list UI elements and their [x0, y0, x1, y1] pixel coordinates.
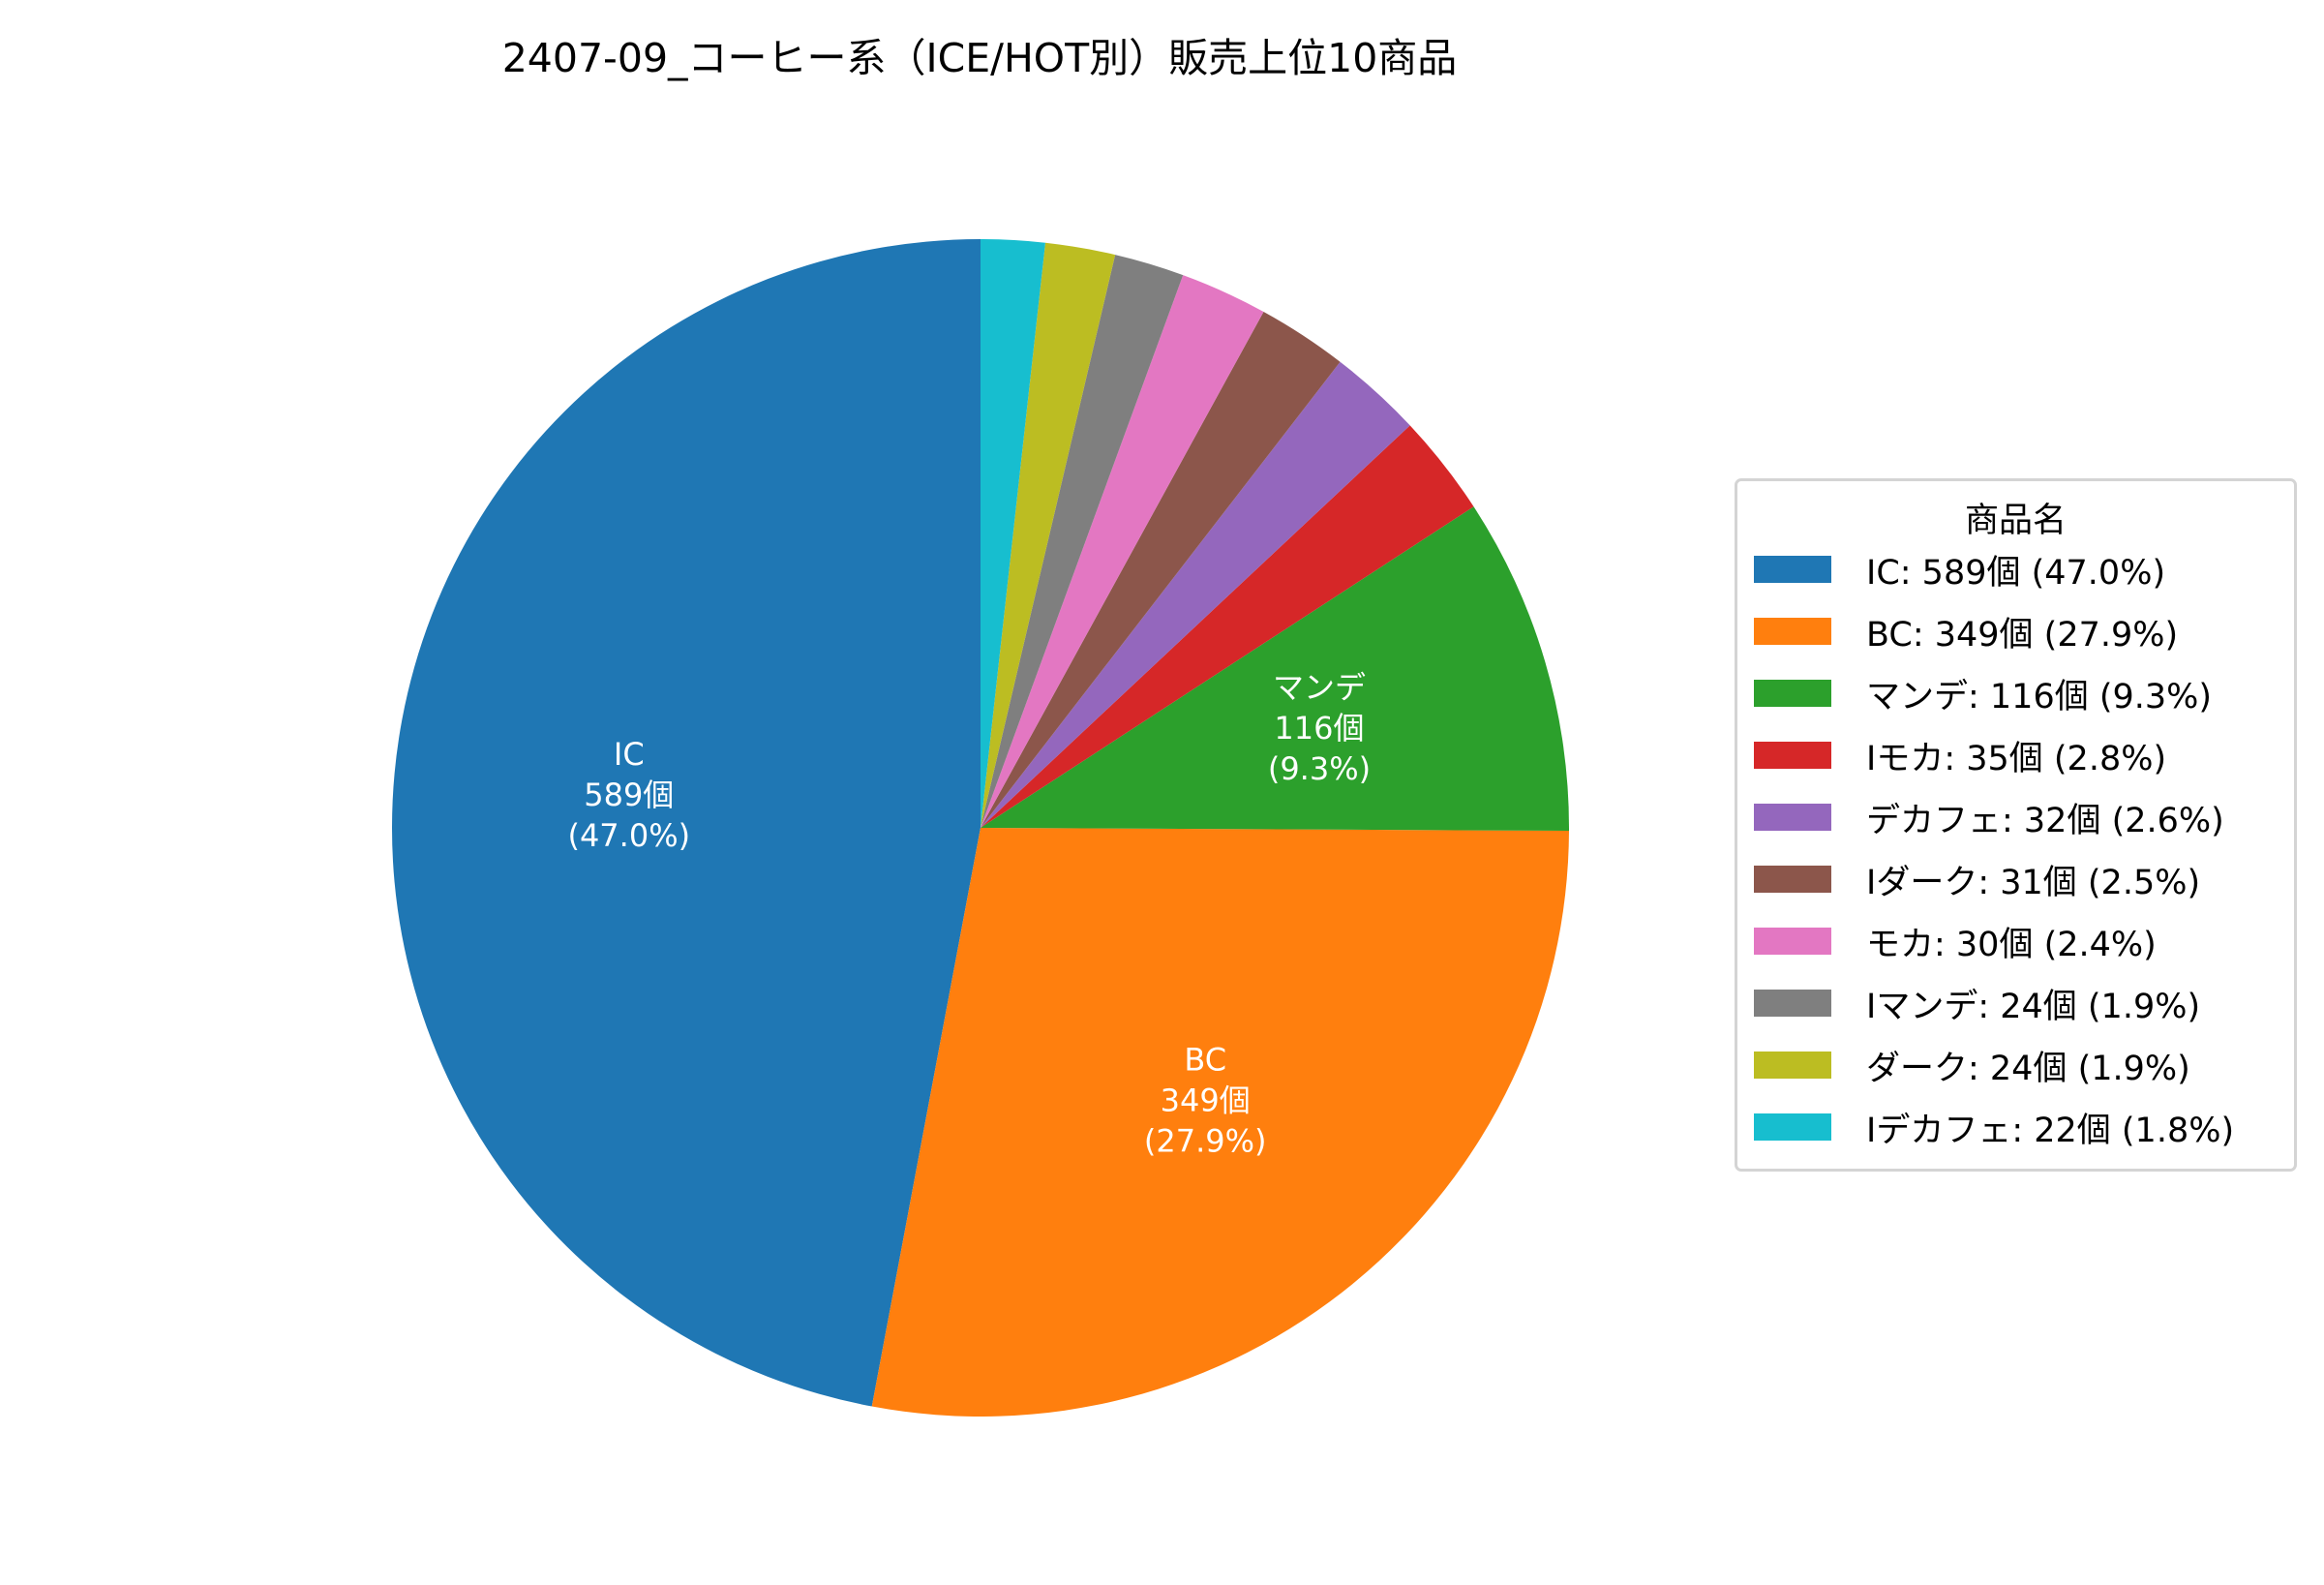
legend-label: モカ: 30個 (2.4%): [1866, 925, 2157, 964]
pie-slice: [981, 425, 1474, 828]
pie-slice: [981, 506, 1569, 832]
pie-slice: [981, 242, 1116, 829]
legend-label: IC: 589個 (47.0%): [1866, 553, 2166, 593]
legend-item: ダーク: 24個 (1.9%): [1754, 1044, 2190, 1088]
legend-item: IC: 589個 (47.0%): [1754, 548, 2166, 593]
legend-label: デカフェ: 32個 (2.6%): [1866, 801, 2224, 840]
slice-label: BC: [1184, 1041, 1226, 1078]
legend-title: 商品名: [1964, 502, 2067, 540]
legend-swatch: [1754, 556, 1831, 583]
legend-label: Iモカ: 35個 (2.8%): [1866, 739, 2167, 778]
legend: 商品名 IC: 589個 (47.0%) BC: 349個 (27.9%) マンデ:…: [1735, 478, 2297, 1172]
pie-slice: [391, 239, 981, 1407]
legend-label: ダーク: 24個 (1.9%): [1866, 1049, 2190, 1088]
legend-swatch: [1754, 680, 1831, 707]
slice-label: IC: [614, 736, 645, 773]
legend-label: Iマンデ: 24個 (1.9%): [1866, 987, 2201, 1026]
pie-slice: [871, 828, 1569, 1417]
legend-swatch: [1754, 618, 1831, 645]
legend-item: BC: 349個 (27.9%): [1754, 610, 2179, 655]
slice-label: (47.0%): [567, 817, 690, 854]
legend-item: マンデ: 116個 (9.3%): [1754, 672, 2213, 716]
legend-swatch: [1754, 990, 1831, 1017]
legend-label: Iデカフェ: 22個 (1.8%): [1866, 1111, 2235, 1150]
legend-label: Iダーク: 31個 (2.5%): [1866, 863, 2201, 902]
slice-label: マンデ: [1273, 669, 1366, 706]
legend-swatch: [1754, 742, 1831, 769]
pie-slice: [981, 361, 1410, 828]
legend-item: Iマンデ: 24個 (1.9%): [1754, 982, 2200, 1026]
pie-slices: [391, 239, 1569, 1417]
slice-label: 349個: [1161, 1082, 1251, 1118]
legend-swatch: [1754, 866, 1831, 893]
pie-slice: [981, 255, 1184, 828]
slice-label: (9.3%): [1268, 750, 1371, 787]
slice-label: 116個: [1274, 710, 1364, 747]
slice-label: 589個: [584, 777, 674, 813]
legend-item: Iモカ: 35個 (2.8%): [1754, 734, 2167, 778]
pie-slice: [981, 275, 1264, 828]
legend-label: マンデ: 116個 (9.3%): [1866, 677, 2213, 716]
legend-swatch: [1754, 1052, 1831, 1079]
legend-item: Iダーク: 31個 (2.5%): [1754, 858, 2200, 902]
pie-slice-labels: IC 589個 (47.0%) BC 349個 (27.9%) マンデ 116個(9.3%): [567, 669, 1371, 1159]
pie-slice: [981, 311, 1341, 828]
slice-label: (27.9%): [1144, 1122, 1267, 1159]
legend-swatch: [1754, 928, 1831, 955]
legend-swatch: [1754, 804, 1831, 831]
chart-title: 2407-09_コーヒー系（ICE/HOT別）販売上位10商品: [501, 35, 1458, 81]
legend-label: BC: 349個 (27.9%): [1866, 615, 2179, 655]
pie-slice: [981, 239, 1045, 828]
legend-item: Iデカフェ: 22個 (1.8%): [1754, 1106, 2234, 1150]
legend-item: モカ: 30個 (2.4%): [1754, 920, 2157, 964]
legend-item: デカフェ: 32個 (2.6%): [1754, 796, 2224, 840]
legend-swatch: [1754, 1113, 1831, 1141]
